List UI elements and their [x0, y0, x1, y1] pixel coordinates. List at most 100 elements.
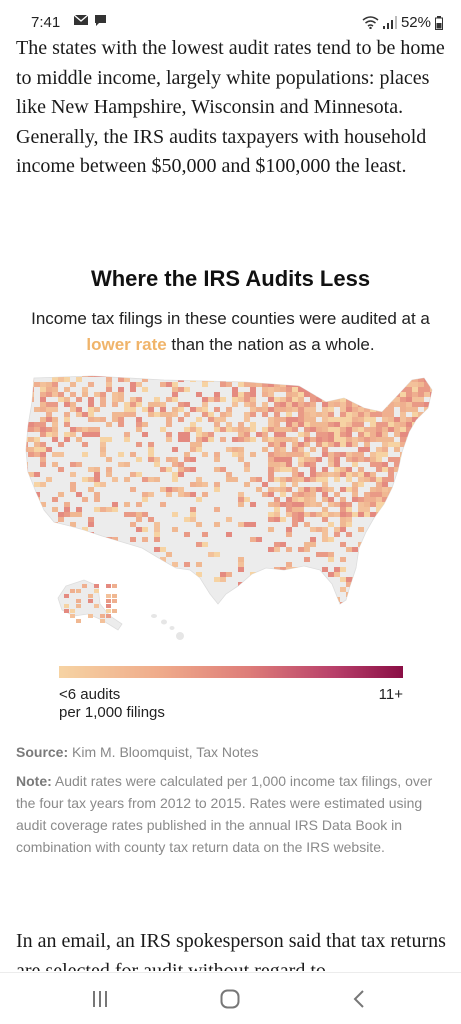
county-cell: [154, 457, 160, 462]
county-cell: [244, 497, 250, 502]
county-cell: [400, 572, 406, 577]
county-cell: [136, 397, 142, 402]
county-cell: [184, 532, 190, 537]
county-cell: [88, 432, 94, 437]
county-cell: [412, 422, 418, 427]
county-cell: [418, 522, 424, 527]
county-cell: [388, 397, 394, 402]
county-cell: [106, 557, 112, 562]
county-cell: [190, 422, 196, 427]
county-cell: [304, 412, 310, 417]
county-cell: [340, 602, 346, 604]
county-cell: [424, 477, 430, 482]
county-cell: [280, 467, 286, 472]
county-cell: [376, 412, 382, 417]
recent-apps-button[interactable]: [86, 987, 114, 1011]
county-cell: [118, 422, 124, 427]
county-cell: [250, 407, 256, 412]
county-cell: [382, 377, 388, 382]
county-cell: [436, 477, 442, 482]
county-cell: [364, 577, 370, 582]
county-cell: [154, 412, 160, 417]
county-cell: [406, 442, 412, 447]
county-cell: [244, 382, 250, 387]
county-cell: [238, 492, 244, 497]
county-cell: [418, 397, 424, 402]
county-cell: [310, 397, 316, 402]
county-cell: [274, 432, 280, 437]
county-cell: [406, 427, 412, 432]
county-cell: [166, 412, 172, 417]
county-cell: [58, 376, 64, 377]
county-cell: [430, 547, 432, 552]
county-cell: [292, 472, 298, 477]
county-cell: [196, 417, 202, 422]
county-cell: [274, 437, 280, 442]
county-cell: [76, 542, 82, 547]
subtitle-text-start: Income tax filings in these counties wer…: [31, 309, 430, 328]
article-paragraph: The states with the lowest audit rates t…: [16, 37, 445, 177]
county-cell: [400, 512, 406, 517]
county-cell: [370, 487, 376, 492]
county-cell: [406, 477, 412, 482]
county-cell: [106, 584, 111, 588]
county-cell: [322, 376, 328, 377]
county-cell: [310, 392, 316, 397]
battery-percent: 52%: [400, 14, 431, 31]
county-cell: [268, 462, 274, 467]
county-cell: [352, 407, 358, 412]
county-cell: [154, 537, 160, 542]
county-cell: [346, 547, 352, 552]
county-cell: [220, 437, 226, 442]
county-cell: [412, 532, 418, 537]
county-cell: [322, 517, 328, 522]
county-cell: [142, 422, 148, 427]
county-cell: [352, 412, 358, 417]
county-cell: [382, 387, 388, 392]
county-cell: [388, 597, 394, 602]
county-cell: [88, 417, 94, 422]
county-cell: [400, 412, 406, 417]
county-cell: [160, 407, 166, 412]
alaska: [57, 579, 123, 631]
county-cell: [82, 392, 88, 397]
county-cell: [196, 427, 202, 432]
county-cell: [214, 607, 220, 612]
county-cell: [400, 532, 406, 537]
back-button[interactable]: [346, 987, 374, 1011]
county-cell: [220, 412, 226, 417]
county-cell: [286, 502, 292, 507]
county-cell: [394, 592, 400, 597]
county-cell: [148, 452, 154, 457]
county-cell: [358, 387, 364, 392]
county-cell: [280, 387, 286, 392]
county-cell: [52, 597, 58, 602]
county-cell: [436, 527, 442, 532]
county-cell: [172, 512, 178, 517]
county-cell: [292, 477, 298, 482]
county-cell: [298, 517, 304, 522]
county-cell: [280, 502, 286, 507]
county-cell: [76, 462, 82, 467]
county-cell: [334, 387, 340, 392]
county-cell: [430, 447, 432, 452]
county-cell: [346, 457, 352, 462]
county-cell: [178, 472, 184, 477]
county-cell: [88, 487, 94, 492]
county-cell: [292, 522, 298, 527]
county-cell: [112, 609, 117, 613]
county-cell: [424, 447, 430, 452]
county-cell: [394, 417, 400, 422]
county-cell: [292, 492, 298, 497]
county-cell: [46, 392, 52, 397]
county-cell: [358, 392, 364, 397]
county-cell: [232, 377, 238, 382]
county-cell: [316, 457, 322, 462]
home-button[interactable]: [216, 987, 244, 1011]
county-cell: [412, 376, 418, 377]
county-cell: [226, 422, 232, 427]
county-cell: [346, 452, 352, 457]
county-cell: [406, 382, 412, 387]
county-cell: [388, 437, 394, 442]
county-cell: [40, 502, 46, 507]
